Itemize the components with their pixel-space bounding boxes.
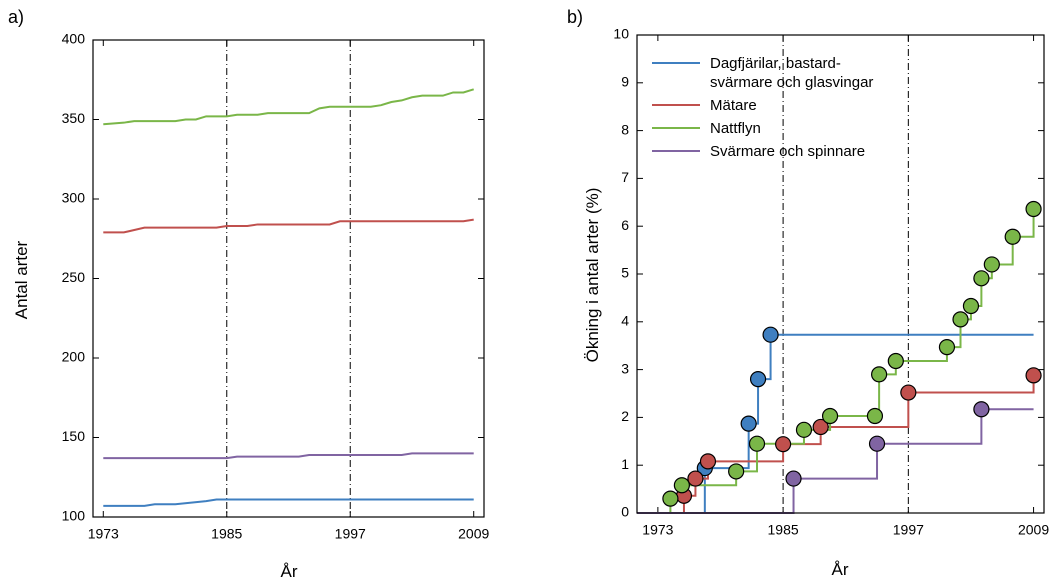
marker bbox=[952, 311, 969, 328]
marker bbox=[900, 384, 917, 401]
y-tick-label: 2 bbox=[621, 408, 629, 424]
y-tick-label: 0 bbox=[621, 504, 629, 520]
y-tick-label: 5 bbox=[621, 265, 629, 281]
y-axis-label: Antal arter bbox=[12, 240, 31, 319]
legend-entry: Dagfjärilar, bastard- svärmare och glasv… bbox=[710, 55, 874, 91]
marker bbox=[812, 418, 829, 436]
marker bbox=[821, 407, 839, 425]
marker bbox=[938, 339, 956, 356]
marker bbox=[748, 435, 766, 452]
y-tick-label: 1 bbox=[621, 456, 629, 472]
y-tick-label: 3 bbox=[621, 360, 629, 376]
marker bbox=[973, 401, 990, 418]
legend-entry: Nattflyn bbox=[710, 120, 761, 137]
marker bbox=[868, 435, 886, 452]
marker bbox=[1004, 228, 1021, 245]
y-tick-label: 400 bbox=[62, 31, 86, 47]
x-tick-label: 1985 bbox=[768, 522, 799, 538]
series-line bbox=[103, 88, 475, 126]
step-line bbox=[637, 408, 1034, 514]
x-axis-label: År bbox=[832, 560, 849, 579]
marker bbox=[673, 477, 690, 494]
panel-label: a) bbox=[8, 7, 24, 27]
marker bbox=[687, 470, 704, 487]
marker bbox=[1025, 367, 1042, 384]
marker bbox=[728, 463, 745, 480]
marker bbox=[762, 326, 779, 343]
plot-frame bbox=[636, 34, 1045, 514]
marker bbox=[749, 371, 767, 388]
panel-label: b) bbox=[567, 7, 583, 27]
x-tick-label: 1997 bbox=[335, 526, 366, 542]
legend-entry: Svärmare och spinnare bbox=[710, 143, 866, 160]
y-tick-label: 350 bbox=[62, 110, 86, 126]
y-tick-label: 300 bbox=[62, 190, 86, 206]
marker bbox=[871, 366, 888, 383]
y-tick-label: 150 bbox=[62, 428, 86, 444]
x-tick-label: 1973 bbox=[642, 522, 673, 538]
marker bbox=[1025, 200, 1042, 218]
marker bbox=[785, 470, 802, 487]
y-tick-label: 250 bbox=[62, 269, 86, 285]
marker bbox=[662, 490, 679, 507]
y-tick-label: 200 bbox=[62, 349, 86, 365]
x-axis-label: År bbox=[281, 562, 298, 581]
marker bbox=[887, 352, 904, 370]
y-axis-label: Ökning i antal arter (%) bbox=[583, 188, 602, 363]
y-tick-label: 7 bbox=[621, 169, 629, 185]
y-tick-label: 100 bbox=[62, 508, 86, 524]
marker bbox=[962, 297, 980, 315]
x-tick-label: 2009 bbox=[1018, 522, 1049, 538]
marker bbox=[973, 270, 990, 287]
series-line bbox=[103, 218, 474, 234]
series-line bbox=[103, 452, 474, 460]
marker bbox=[795, 421, 813, 438]
x-tick-label: 1985 bbox=[211, 526, 242, 542]
y-tick-label: 10 bbox=[613, 26, 629, 42]
y-tick-label: 6 bbox=[621, 217, 629, 233]
x-tick-label: 2009 bbox=[458, 526, 489, 542]
y-tick-label: 9 bbox=[621, 74, 629, 90]
x-tick-label: 1997 bbox=[893, 522, 924, 538]
legend-entry: Mätare bbox=[710, 97, 757, 114]
y-tick-label: 4 bbox=[621, 313, 629, 329]
marker bbox=[699, 453, 717, 470]
marker bbox=[775, 436, 792, 453]
step-line bbox=[637, 208, 1035, 514]
marker bbox=[740, 415, 757, 432]
marker bbox=[983, 256, 1000, 273]
series-line bbox=[103, 498, 474, 507]
x-tick-label: 1973 bbox=[88, 526, 119, 542]
marker bbox=[866, 407, 884, 425]
plot-frame bbox=[92, 39, 485, 518]
y-tick-label: 8 bbox=[621, 121, 629, 137]
